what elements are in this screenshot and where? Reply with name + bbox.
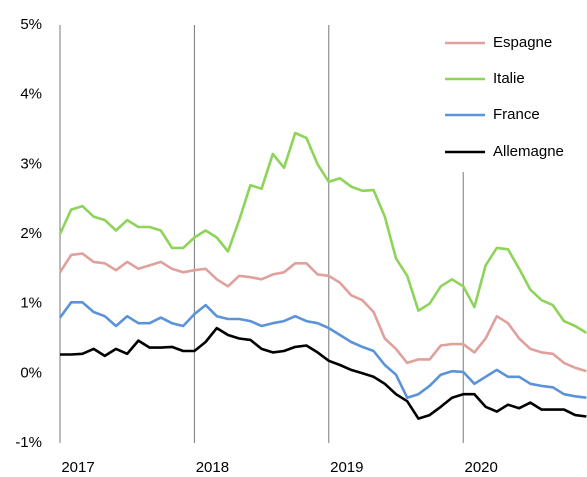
legend-label: Espagne [493, 34, 552, 51]
series-line [58, 301, 587, 399]
x-tick-label: 2018 [196, 459, 229, 476]
legend-label: France [493, 106, 540, 123]
x-tick-label: 2020 [465, 459, 498, 476]
x-tick-label: 2019 [330, 459, 363, 476]
y-tick-label: 4% [20, 86, 42, 103]
y-tick-label: 5% [20, 16, 42, 33]
legend-label: Allemagne [493, 143, 564, 160]
y-tick-label: 0% [20, 364, 42, 381]
series-line [58, 131, 587, 335]
y-tick-label: 1% [20, 295, 42, 312]
y-tick-label: 2% [20, 225, 42, 242]
y-tick-label: -1% [15, 434, 42, 451]
series-line [60, 326, 587, 420]
series-line [58, 252, 587, 373]
legend-label: Italie [493, 70, 525, 87]
x-tick-label: 2017 [61, 459, 94, 476]
y-tick-label: 3% [20, 155, 42, 172]
